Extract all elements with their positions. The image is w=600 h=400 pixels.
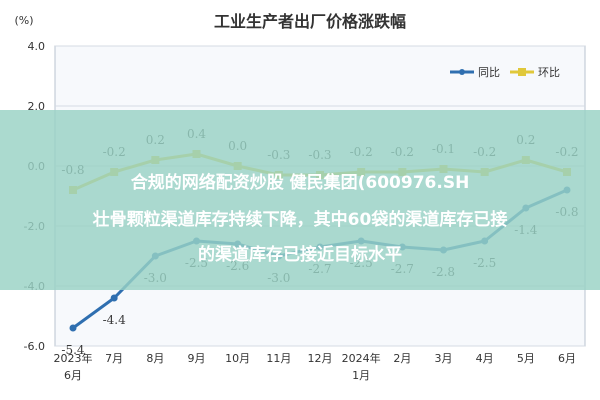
data-label: -4.4 [103,313,127,327]
data-point [110,294,118,302]
legend: 同比 环比 [450,66,560,79]
data-label: -5.4 [61,343,85,357]
x-tick-label: 6月 [64,369,82,382]
x-tick-label: 1月 [352,369,370,382]
legend-marker-yoy [459,69,465,75]
overlay-line-3: 的渠道库存已接近目标水平 [198,245,402,265]
x-tick-label: 5月 [517,352,535,365]
x-tick-label: 10月 [225,352,250,365]
x-tick-label: 2023年 [54,351,93,365]
x-tick-label: 8月 [146,352,164,365]
y-tick-label: -6.0 [24,340,45,353]
overlay-line-2: 壮骨颗粒渠道库存持续下降，其中60袋的渠道库存已接 [92,210,508,230]
y-tick-label: 4.0 [28,40,46,53]
x-tick-label: 6月 [558,352,576,365]
legend-label-mom: 环比 [538,66,560,79]
overlay-banner [0,110,600,290]
y-axis-label: (%) [14,14,33,27]
legend-label-yoy: 同比 [478,66,500,79]
x-tick-label: 2月 [393,352,411,365]
x-tick-labels: 2023年 6月 7月 8月 9月 10月 11月 12月 2024年 1月 2月 3月 4月 5月 6月 [54,351,577,382]
x-tick-label: 9月 [188,352,206,365]
x-tick-label: 11月 [266,352,291,365]
x-tick-label: 3月 [435,352,453,365]
x-tick-label: 7月 [105,352,123,365]
x-tick-label: 12月 [308,352,333,365]
overlay-headline: 合规的网络配资炒股 健民集团(600976.SH [130,173,470,193]
y-tick-label: 2.0 [28,100,46,113]
chart-title: 工业生产者出厂价格涨跌幅 [214,12,406,31]
legend-marker-mom [518,68,526,76]
data-point [69,324,77,332]
x-tick-label: 2024年 [342,351,381,365]
x-tick-label: 4月 [476,352,494,365]
